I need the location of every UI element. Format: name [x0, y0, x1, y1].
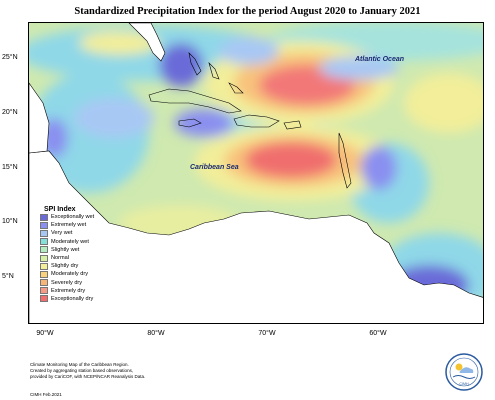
lon-label-90w: 90°W: [36, 330, 54, 337]
legend-item: Extremely wet: [40, 221, 112, 229]
spi-map: [28, 22, 484, 324]
lon-label-60w: 60°W: [369, 330, 387, 337]
legend-item: Slightly wet: [40, 246, 112, 254]
legend-item: Exceptionally wet: [40, 213, 112, 221]
legend-swatch: [40, 279, 48, 287]
legend-label: Moderately wet: [51, 238, 89, 245]
legend-label: Exceptionally dry: [51, 295, 94, 302]
legend-swatch: [40, 238, 48, 246]
legend-label: Severely dry: [51, 279, 83, 286]
lat-label-10n: 10°N: [2, 218, 18, 225]
legend-swatch: [40, 270, 48, 278]
caribbean-sea-label: Caribbean Sea: [190, 164, 239, 171]
spi-legend: SPI Index Exceptionally wet Extremely wet…: [40, 206, 112, 303]
legend-item: Moderately wet: [40, 238, 112, 246]
logo-text: CIMH: [459, 382, 469, 386]
legend-swatch: [40, 262, 48, 270]
atlantic-ocean-label: Atlantic Ocean: [355, 56, 405, 63]
legend-item: Very wet: [40, 229, 112, 237]
lon-label-80w: 80°W: [147, 330, 165, 337]
lat-label-20n: 20°N: [2, 109, 18, 116]
legend-label: Slightly dry: [51, 263, 79, 270]
spi-field: [29, 23, 483, 323]
footer-line-2: Created by aggregating station based obs…: [30, 368, 134, 373]
lat-label-15n: 15°N: [2, 164, 18, 171]
legend-item: Severely dry: [40, 279, 112, 287]
lon-label-70w: 70°W: [258, 330, 276, 337]
legend-swatch: [40, 295, 48, 303]
legend-label: Extremely dry: [51, 287, 86, 294]
footer-line-1: Climate Monitoring Map of the Caribbean …: [30, 362, 129, 367]
legend-label: Moderately dry: [51, 271, 88, 278]
credit-line: CIMH Feb.2021: [30, 392, 62, 397]
legend-label: Extremely wet: [51, 222, 87, 229]
legend-swatch: [40, 287, 48, 295]
legend-swatch: [40, 221, 48, 229]
legend-item: Normal: [40, 254, 112, 262]
legend-label: Normal: [51, 255, 70, 262]
map-title: Standardized Precipitation Index for the…: [74, 6, 421, 17]
legend-swatch: [40, 229, 48, 237]
legend-item: Extremely dry: [40, 287, 112, 295]
legend-swatch: [40, 246, 48, 254]
lat-label-5n: 5°N: [2, 273, 14, 280]
legend-title: SPI Index: [44, 206, 76, 213]
lat-label-25n: 25°N: [2, 54, 18, 61]
legend-label: Very wet: [51, 230, 73, 237]
legend-label: Slightly wet: [51, 246, 80, 253]
legend-label: Exceptionally wet: [51, 214, 95, 221]
legend-swatch: [40, 254, 48, 262]
cimh-logo: CIMH: [445, 353, 483, 391]
map-footer: Climate Monitoring Map of the Caribbean …: [30, 362, 200, 380]
legend-item: Moderately dry: [40, 270, 112, 278]
legend-item: Slightly dry: [40, 262, 112, 270]
footer-line-3: provided by CariCOF, with NCEP/NCAR Rean…: [30, 374, 146, 379]
legend-item: Exceptionally dry: [40, 295, 112, 303]
legend-swatch: [40, 213, 48, 221]
